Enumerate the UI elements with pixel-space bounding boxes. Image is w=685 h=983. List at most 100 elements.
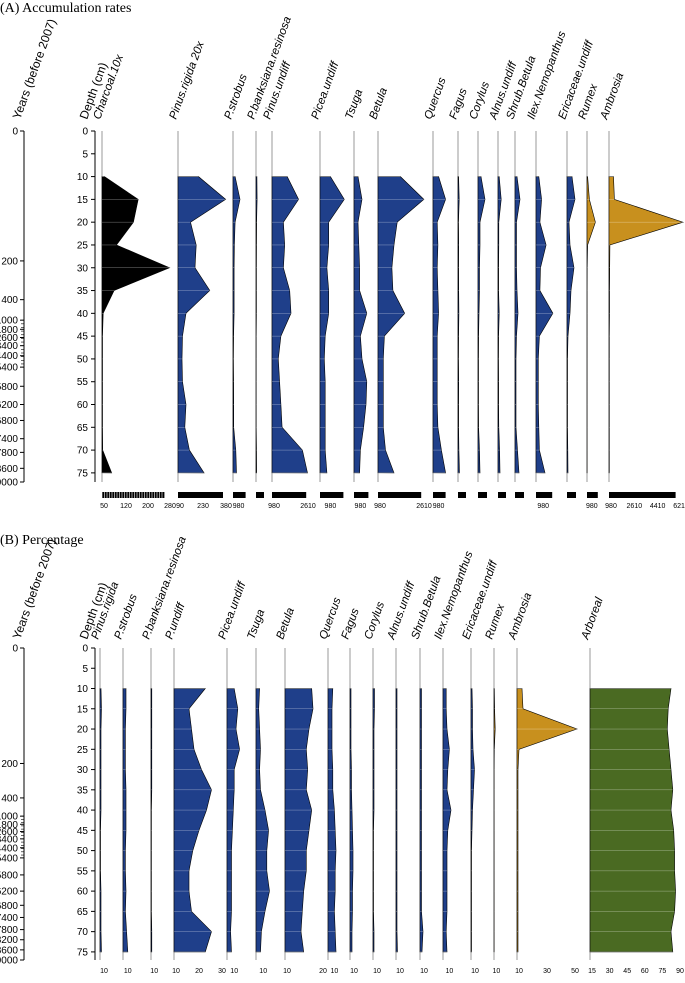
depth-tick-label: 50: [77, 846, 89, 857]
scale-bar: [102, 492, 165, 498]
x-tick-label: 30: [543, 968, 551, 975]
scale-bar: [433, 492, 446, 498]
depth-tick-label: 70: [77, 927, 89, 938]
x-tick-label: 10: [100, 968, 108, 975]
x-tick-label: 10: [515, 968, 523, 975]
series-area: [255, 688, 270, 953]
series-label: Ambrosia: [598, 71, 626, 122]
series-area: [516, 688, 578, 953]
scale-bar: [378, 492, 422, 498]
scale-bar: [587, 492, 598, 498]
x-tick-label: 10: [150, 968, 158, 975]
panel-b-title: (B) Percentage: [0, 533, 84, 548]
x-tick-label: 280: [164, 503, 176, 510]
x-tick-label: 10: [259, 968, 267, 975]
series-area: [608, 176, 684, 474]
series-area: [327, 688, 337, 953]
depth-tick-label: 55: [77, 866, 89, 877]
series-rumex: Rumex 980: [577, 82, 601, 510]
series-area: [566, 176, 576, 474]
series-label: Fagus: [340, 607, 362, 641]
depth-tick-label: 30: [77, 263, 89, 274]
x-tick-label: 90: [176, 503, 184, 510]
years-tick-label: 5800: [0, 870, 18, 881]
series-area: [99, 688, 102, 953]
depth-tick-label: 45: [77, 332, 89, 343]
x-tick-label: 10: [230, 968, 238, 975]
x-tick-label: 30: [606, 968, 614, 975]
scale-bar: [256, 492, 264, 498]
series-label: Tsuga: [344, 88, 366, 121]
years-tick-label: 200: [1, 759, 18, 770]
scale-bar: [178, 492, 223, 498]
series-label: Rumex: [577, 82, 601, 122]
series-fagus: Fagus: [448, 87, 470, 498]
years-tick-label: 8600: [0, 945, 18, 956]
series-area: [432, 176, 446, 474]
series-p-banksiana-resinosa: P.banksiana.resinosa: [246, 15, 294, 498]
series-area: [535, 176, 554, 474]
series-label: P.strobus: [113, 592, 140, 641]
years-tick-label: 400: [1, 793, 18, 804]
series-tsuga: Tsuga 980: [344, 88, 369, 510]
years-tick-label: 4400: [0, 351, 18, 362]
x-tick-label: 980: [374, 503, 386, 510]
series-label: Quercus: [423, 76, 449, 121]
years-tick-label: 5400: [0, 363, 18, 374]
series-tsuga: Tsuga 10: [246, 608, 270, 975]
x-tick-label: 10: [331, 968, 339, 975]
x-tick-label: 45: [623, 968, 631, 975]
series-shrub-betula: Shrub.Betula: [505, 54, 539, 498]
years-tick-label: 7800: [0, 448, 18, 459]
x-tick-label: 50: [100, 503, 108, 510]
years-tick-label: 6800: [0, 416, 18, 427]
depth-tick-label: 25: [77, 745, 89, 756]
scale-bar: [354, 492, 369, 498]
x-tick-label: 10: [493, 968, 501, 975]
series-label: Fagus: [448, 87, 470, 121]
depth-tick-label: 40: [77, 806, 89, 817]
scale-bar: [458, 492, 466, 498]
depth-tick-label: 40: [77, 309, 89, 320]
series-label: Betula: [275, 606, 297, 641]
depth-tick-label: 5: [82, 149, 88, 160]
years-tick-label: 1000: [0, 812, 18, 823]
series-betula: Betula 980 2610: [368, 86, 432, 510]
depth-tick-label: 5: [82, 664, 88, 675]
series-betula: Betula 10 20: [275, 606, 327, 975]
depth-tick-label: 60: [77, 887, 89, 898]
series-area: [349, 688, 354, 953]
x-tick-label: 10: [172, 968, 180, 975]
scale-bar: [515, 492, 524, 498]
series-picea-undiff: Picea.undiff 980: [310, 59, 345, 510]
series-quercus: Quercus 980: [423, 76, 449, 510]
series-label: Picea.undiff: [310, 59, 342, 121]
x-tick-label: 200: [142, 503, 154, 510]
x-tick-label: 2610: [416, 503, 432, 510]
x-tick-label: 10: [283, 968, 291, 975]
depth-tick-label: 15: [77, 704, 89, 715]
series-ambrosia: Ambrosia 10 30 50: [506, 591, 579, 975]
years-tick-label: 1000: [0, 316, 18, 327]
years-tick-label: 6800: [0, 901, 18, 912]
series-area: [514, 176, 521, 474]
x-tick-label: 20: [195, 968, 203, 975]
years-axis: 0 200 400 100018002600340044005400 5800 6200 6…: [0, 17, 59, 489]
x-tick-label: 20: [319, 968, 327, 975]
x-tick-label: 2610: [627, 503, 643, 510]
x-tick-label: 980: [605, 503, 617, 510]
x-tick-label: 4410: [650, 503, 666, 510]
series-label: P.undiff: [164, 600, 189, 641]
x-tick-label: 10: [446, 968, 454, 975]
series-area: [271, 176, 308, 474]
x-tick-label: 980: [233, 503, 245, 510]
series-area: [372, 688, 375, 953]
scale-bar: [478, 492, 487, 498]
series-area: [477, 176, 486, 474]
x-tick-label: 980: [268, 503, 280, 510]
depth-tick-label: 45: [77, 826, 89, 837]
panel-b-percentage: 0200400100018002600340044005400580062006…: [0, 535, 684, 975]
years-axis: 0 200 400 100018002600340044005400 5800 6200 6…: [0, 537, 59, 967]
